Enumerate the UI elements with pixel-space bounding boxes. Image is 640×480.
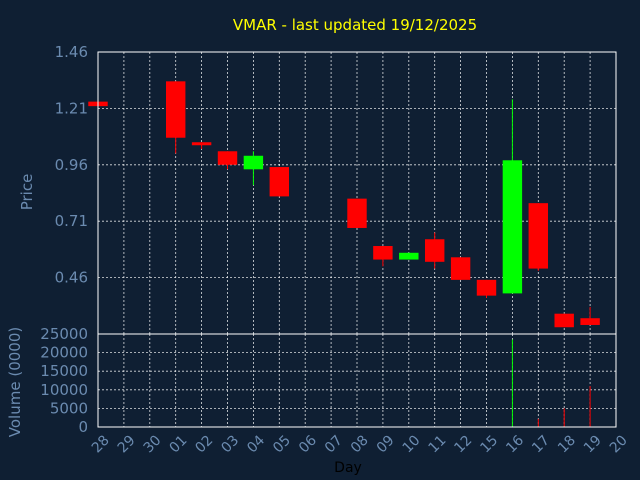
x-tick-label: 10 (400, 432, 424, 456)
candle-body (580, 318, 600, 325)
x-tick-label: 29 (115, 432, 139, 456)
volume-bars (511, 339, 591, 427)
candle-03 (217, 151, 238, 170)
x-tick-label: 03 (218, 432, 242, 456)
x-tick-label: 30 (141, 432, 165, 456)
volume-grid (98, 334, 616, 427)
x-tick-label: 19 (581, 432, 605, 456)
candle-body (243, 155, 264, 170)
price-tick-label: 1.46 (55, 43, 88, 61)
x-tick-label: 05 (270, 432, 294, 456)
x-tick-label: 28 (89, 432, 113, 456)
x-tick-label: 12 (451, 432, 475, 456)
candle-18 (554, 313, 574, 328)
x-tick-label: 09 (374, 432, 398, 456)
price-tick-label: 1.21 (55, 99, 88, 117)
x-tick-label: 15 (477, 432, 501, 456)
price-tick-label: 0.96 (55, 156, 88, 174)
candle-09 (373, 246, 393, 267)
price-tick-label: 0.46 (55, 269, 88, 287)
x-tick-labels: 28 29 30 01 02 03 04 05 06 07 08 09 10 11 12 15 16 17 18 19… (89, 432, 631, 456)
candle-body (373, 246, 393, 260)
candle-body (217, 151, 238, 165)
x-axis-label: Day (334, 460, 362, 476)
candle-02 (191, 142, 212, 150)
candle-body (347, 198, 367, 228)
candle-body (528, 203, 549, 269)
volume-tick-label: 10000 (40, 381, 88, 399)
x-tick-label: 08 (348, 432, 372, 456)
volume-tick-label: 5000 (50, 399, 88, 417)
candle-body (476, 279, 497, 296)
x-tick-label: 20 (607, 432, 631, 456)
price-tick-labels: 1.46 1.21 0.96 0.71 0.46 (55, 43, 88, 287)
volume-tick-label: 25000 (40, 325, 88, 343)
candle-08 (347, 198, 367, 228)
candle-12 (450, 257, 471, 280)
candle-body (269, 167, 290, 197)
candle-10 (399, 252, 419, 260)
x-tick-label: 07 (322, 432, 346, 456)
volume-panel-frame (97, 333, 617, 428)
x-tick-label: 04 (244, 432, 268, 456)
x-tick-label: 18 (555, 432, 579, 456)
candle-16 (502, 99, 523, 294)
x-tick-label: 17 (529, 432, 553, 456)
x-tick-label: 06 (296, 432, 320, 456)
x-tick-label: 16 (503, 432, 527, 456)
candle-body (450, 257, 471, 280)
volume-tick-label: 0 (78, 418, 88, 436)
candles (88, 81, 600, 328)
chart-title: VMAR - last updated 19/12/2025 (233, 16, 477, 34)
price-tick-label: 0.71 (55, 212, 88, 230)
candle-15 (476, 279, 497, 298)
candle-body (165, 81, 186, 138)
candle-body (502, 160, 523, 294)
candle-04 (243, 151, 264, 186)
candle-body (399, 252, 419, 260)
x-tick-label: 02 (192, 432, 216, 456)
candle-05 (269, 167, 290, 197)
x-tick-label: 01 (167, 432, 191, 456)
candle-17 (528, 203, 549, 271)
candle-body (424, 239, 445, 262)
volume-tick-label: 20000 (40, 344, 88, 362)
price-axis-label: Price (18, 174, 36, 211)
candle-body (554, 313, 574, 328)
volume-axis-label: Volume (0000) (6, 327, 24, 437)
candle-11 (424, 232, 445, 269)
candle-01 (165, 81, 186, 154)
volume-tick-label: 15000 (40, 362, 88, 380)
candle-19 (580, 306, 600, 325)
candle-body (191, 142, 212, 146)
x-tick-label: 11 (426, 432, 450, 456)
